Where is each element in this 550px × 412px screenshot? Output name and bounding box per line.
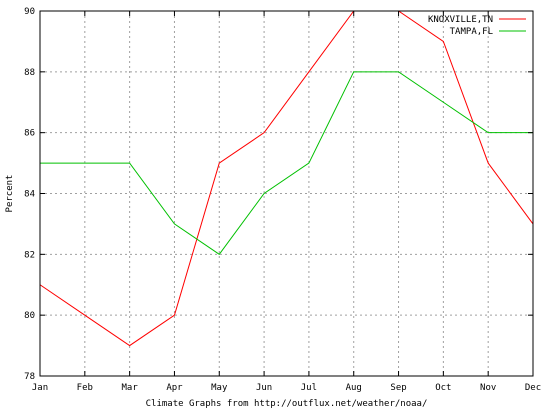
x-tick-label: Dec: [525, 383, 541, 393]
y-tick-label: 78: [24, 372, 35, 382]
axis-ticks: Jan Feb Mar Apr May Jun Jul Aug Sep Oct Nov Dec 78 80…: [24, 7, 541, 393]
x-tick-label: Feb: [77, 383, 93, 393]
series-line-1: [39, 10, 534, 347]
x-axis-label: Climate Graphs from http://outflux.net/w…: [146, 399, 428, 409]
y-tick-label: 82: [24, 250, 35, 260]
y-tick-label: 84: [24, 190, 35, 200]
x-tick-label: May: [211, 383, 228, 393]
legend-label-2: TAMPA,FL: [450, 27, 493, 37]
x-tick-label: Jun: [256, 383, 272, 393]
y-tick-label: 86: [24, 129, 35, 139]
y-tick-label: 80: [24, 311, 35, 321]
y-axis-label: Percent: [5, 175, 15, 213]
legend: KNOXVILLE,TN TAMPA,FL: [428, 15, 526, 37]
x-tick-label: Sep: [390, 383, 406, 393]
x-tick-label: Jan: [32, 383, 48, 393]
legend-label-1: KNOXVILLE,TN: [428, 15, 493, 25]
x-tick-label: Nov: [480, 383, 496, 393]
y-tick-label: 88: [24, 68, 35, 78]
series-lines: [39, 10, 534, 347]
series-line-2: [40, 71, 533, 256]
x-tick-label: Apr: [166, 383, 183, 393]
x-tick-label: Mar: [122, 383, 139, 393]
x-tick-label: Oct: [435, 383, 451, 393]
y-tick-label: 90: [24, 7, 35, 17]
x-tick-label: Jul: [301, 383, 317, 393]
x-tick-label: Aug: [346, 383, 362, 393]
